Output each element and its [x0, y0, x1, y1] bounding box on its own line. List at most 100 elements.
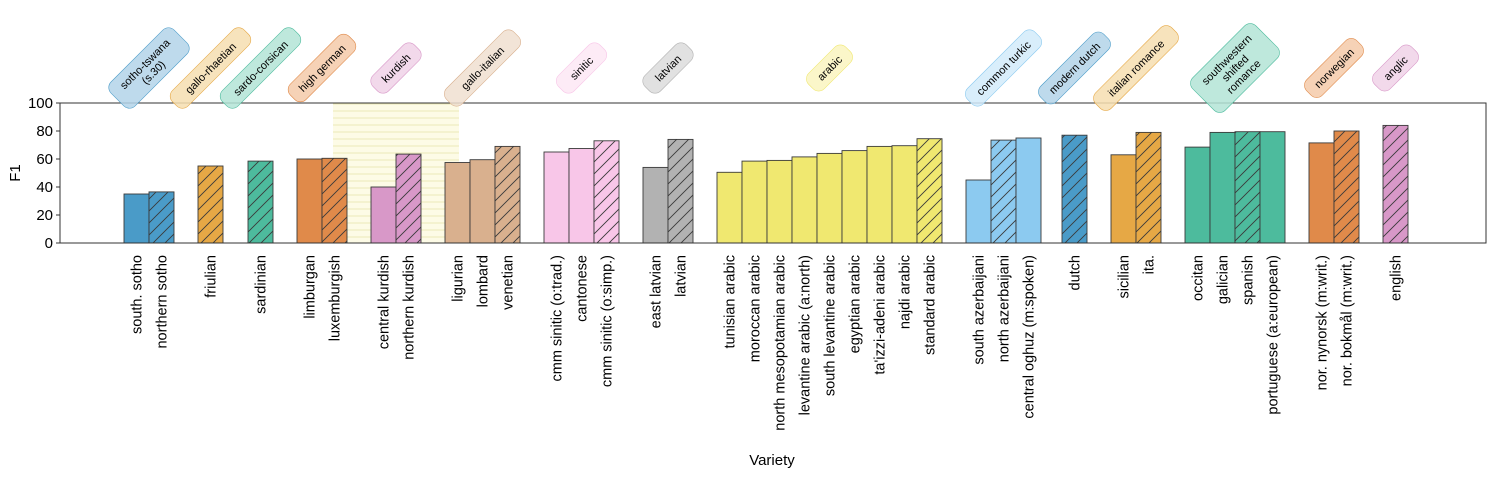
group-label-box	[1093, 25, 1179, 111]
bar-hatch	[1062, 135, 1087, 243]
bar	[741, 160, 768, 244]
x-tick-label: sicilian	[1117, 255, 1133, 299]
group-label-box	[965, 29, 1042, 107]
x-tick-label: north azerbaijani	[997, 255, 1013, 362]
group-label-box	[555, 42, 608, 94]
bar-hatch	[1235, 131, 1260, 243]
bar	[469, 159, 496, 244]
x-tick-label: cmm sinitic (o:trad.)	[550, 255, 566, 382]
y-tick-label: 100	[28, 95, 53, 112]
bar	[370, 186, 397, 244]
x-tick-label: nor. bokmål (m:writ.)	[1340, 255, 1356, 386]
bar-hatch	[917, 138, 942, 243]
bar	[543, 151, 570, 244]
group-label-text: common turkic	[975, 39, 1034, 98]
y-tick-label: 60	[36, 151, 53, 168]
group-label-text: italian romance	[1106, 38, 1167, 99]
group-label: arabic	[806, 44, 853, 92]
x-tick-label: ligurian	[451, 255, 467, 302]
x-tick-label: south. sotho	[130, 255, 146, 334]
bar-hatch	[991, 140, 1016, 243]
group-label-text: modern dutch	[1047, 41, 1103, 97]
bar	[1184, 146, 1211, 244]
x-tick-label: latvian	[674, 255, 690, 297]
plot-frame	[59, 102, 1487, 244]
x-tick-label: tunisian arabic	[723, 255, 739, 349]
x-tick-label: ita.	[1142, 255, 1158, 274]
bar	[568, 148, 595, 244]
x-tick-label: south levantine arabic	[823, 255, 839, 396]
y-axis-title: F1	[7, 164, 24, 182]
bar	[1308, 142, 1335, 244]
bar	[841, 150, 868, 244]
y-tick-label: 40	[36, 179, 53, 196]
bar-hatch	[322, 158, 347, 243]
x-tick-label: dutch	[1068, 255, 1084, 290]
bar	[766, 159, 793, 244]
x-tick-label: north mesopotamian arabic	[773, 255, 789, 431]
y-tick-label: 0	[45, 235, 53, 252]
bar-hatch	[668, 139, 693, 243]
group-label-box	[287, 33, 357, 103]
group-label-text: high german	[297, 43, 349, 95]
bar-hatch	[495, 146, 520, 243]
x-tick-label: cmm sinitic (o:simp.)	[600, 255, 616, 387]
x-tick-label: east latvian	[649, 255, 665, 328]
bar-hatch	[1334, 131, 1359, 243]
group-label-box	[444, 29, 521, 107]
x-tick-label: central kurdish	[377, 255, 393, 349]
bar	[891, 145, 918, 244]
group-label-box	[1038, 31, 1111, 105]
x-tick-label: northern kurdish	[402, 255, 418, 360]
bar	[642, 166, 669, 244]
group-label-box	[1372, 44, 1419, 92]
x-tick-label: nor. nynorsk (m:writ.)	[1315, 255, 1331, 390]
group-label-box	[219, 27, 302, 109]
x-tick-label: moroccan arabic	[748, 255, 764, 362]
group-label: gallo-italian	[444, 29, 521, 107]
x-tick-label: ta'izzi-adeni arabic	[873, 255, 889, 375]
bar	[816, 152, 843, 244]
bar	[296, 158, 323, 244]
x-tick-label: sardinian	[254, 255, 270, 314]
group-label-box	[642, 42, 694, 94]
x-tick-label: galician	[1216, 255, 1232, 304]
x-tick-label: najdi arabic	[898, 255, 914, 329]
bar	[1110, 154, 1137, 244]
x-tick-label: limburgan	[303, 255, 319, 319]
bar	[1209, 131, 1236, 244]
group-label: common turkic	[965, 29, 1042, 107]
group-label-box	[169, 27, 252, 109]
x-tick-label: standard arabic	[923, 255, 939, 355]
bar	[123, 193, 150, 244]
x-tick-label: luxemburgish	[328, 255, 344, 341]
bar-hatch	[396, 154, 421, 243]
bar	[965, 179, 992, 244]
x-tick-label: spanish	[1241, 255, 1257, 305]
group-label: kurdish	[370, 42, 422, 94]
bar-hatch	[149, 191, 174, 243]
bar	[791, 156, 818, 244]
group-label-box	[370, 42, 422, 94]
x-tick-label: venetian	[501, 255, 517, 310]
group-label: latvian	[642, 42, 694, 94]
x-tick-label: northern sotho	[155, 255, 171, 349]
bar-hatch	[198, 166, 223, 243]
x-tick-label: levantine arabic (a:north)	[798, 255, 814, 415]
group-label-box	[1190, 23, 1280, 113]
x-tick-label: cantonese	[575, 255, 591, 322]
x-tick-label: lombard	[476, 255, 492, 307]
bar	[716, 171, 743, 244]
bar-hatch	[1136, 132, 1161, 243]
group-label: anglic	[1372, 44, 1419, 92]
group-label-box	[806, 44, 853, 92]
x-tick-label: occitan	[1191, 255, 1207, 301]
x-tick-label: friulian	[204, 255, 220, 298]
bar	[444, 162, 471, 244]
x-tick-label: portuguese (a:european)	[1266, 255, 1282, 415]
group-label: norwegian	[1304, 38, 1364, 98]
bar-hatch	[594, 140, 619, 243]
bar	[1015, 137, 1042, 244]
bar	[866, 145, 893, 244]
